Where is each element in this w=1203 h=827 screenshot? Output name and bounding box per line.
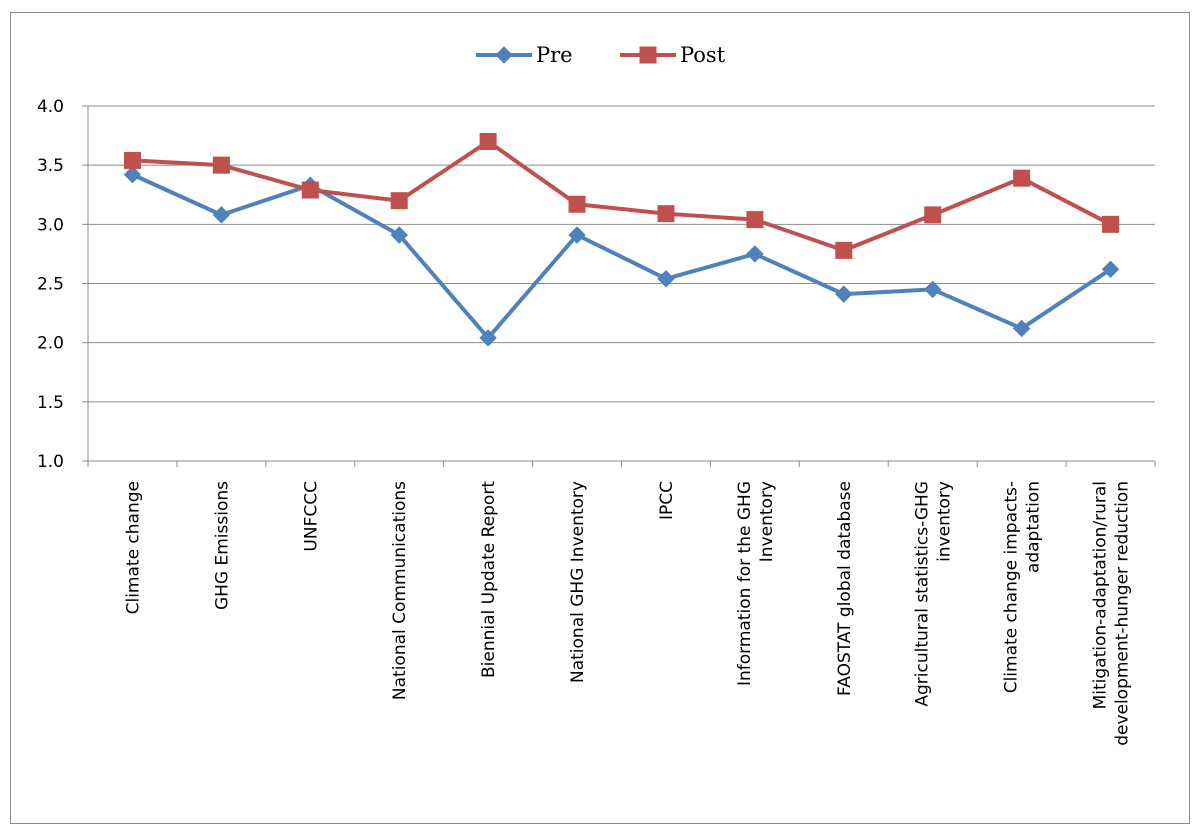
series-pre xyxy=(123,165,1120,347)
x-tick-label: Inventory xyxy=(757,481,777,562)
data-point xyxy=(924,206,942,224)
x-tick-label: Agricultural statistics-GHG xyxy=(913,481,933,707)
x-tick-label: UNFCCC xyxy=(301,481,321,552)
x-tick-label: inventory xyxy=(935,481,955,562)
x-tick-label: National Communications xyxy=(390,481,410,700)
data-point xyxy=(495,46,513,64)
legend-item-pre: Pre xyxy=(476,43,573,67)
data-point xyxy=(835,241,853,259)
data-point xyxy=(1101,260,1120,279)
data-point xyxy=(1013,169,1031,187)
data-point xyxy=(390,226,408,244)
x-tick-label: Information for the GHG xyxy=(735,481,755,686)
data-point xyxy=(212,206,231,224)
x-tick-label: IPCC xyxy=(657,481,677,520)
chart-frame xyxy=(10,12,1190,824)
series-group xyxy=(123,133,1120,347)
data-point xyxy=(746,245,764,263)
data-point xyxy=(479,329,497,347)
data-point xyxy=(657,205,675,223)
legend-label: Pre xyxy=(536,43,573,67)
data-point xyxy=(568,226,586,244)
x-tick-label: Biennial Update Report xyxy=(479,481,499,678)
series-post xyxy=(123,133,1120,259)
data-point xyxy=(301,181,319,199)
y-tick-label: 2.0 xyxy=(37,334,64,354)
x-tick-label: National GHG Inventory xyxy=(568,481,588,683)
data-point xyxy=(657,270,675,288)
x-tick-label: development-hunger reduction xyxy=(1113,481,1133,746)
y-tick-label: 1.5 xyxy=(37,393,64,413)
y-axis-ticks: 1.0 1.5 2.0 2.5 3.0 3.5 4.0 xyxy=(37,97,88,472)
data-point xyxy=(924,280,942,299)
data-point xyxy=(123,151,141,169)
series-line xyxy=(132,139,1112,253)
legend: Pre Post xyxy=(476,43,726,67)
x-tick-label: FAOSTAT global database xyxy=(835,481,855,696)
data-point xyxy=(639,46,657,64)
x-tick-label: Mitigation-adaptation/rural xyxy=(1091,481,1111,709)
series-line xyxy=(131,172,1112,340)
data-point xyxy=(568,195,586,213)
data-point xyxy=(390,192,408,210)
y-tick-label: 3.0 xyxy=(37,215,64,235)
data-point xyxy=(479,133,497,150)
x-tick-label: Climate change xyxy=(123,481,143,614)
x-tick-label: GHG Emissions xyxy=(212,481,232,610)
y-tick-label: 2.5 xyxy=(37,275,64,295)
data-point xyxy=(746,211,764,229)
data-point xyxy=(212,156,230,174)
x-tick-label: adaptation xyxy=(1024,481,1044,573)
data-point xyxy=(123,165,142,184)
data-point xyxy=(835,285,853,303)
legend-label: Post xyxy=(680,43,726,67)
y-tick-label: 3.5 xyxy=(37,156,64,176)
legend-item-post: Post xyxy=(620,43,726,67)
y-tick-label: 1.0 xyxy=(37,452,64,472)
x-axis-ticks: Climate change GHG Emissions UNFCCC Nationa… xyxy=(87,461,1156,746)
x-tick-label: Climate change impacts- xyxy=(1002,481,1022,693)
data-point xyxy=(1012,319,1031,338)
gridlines xyxy=(88,105,1155,403)
data-point xyxy=(1102,215,1120,233)
y-tick-label: 4.0 xyxy=(37,97,64,117)
